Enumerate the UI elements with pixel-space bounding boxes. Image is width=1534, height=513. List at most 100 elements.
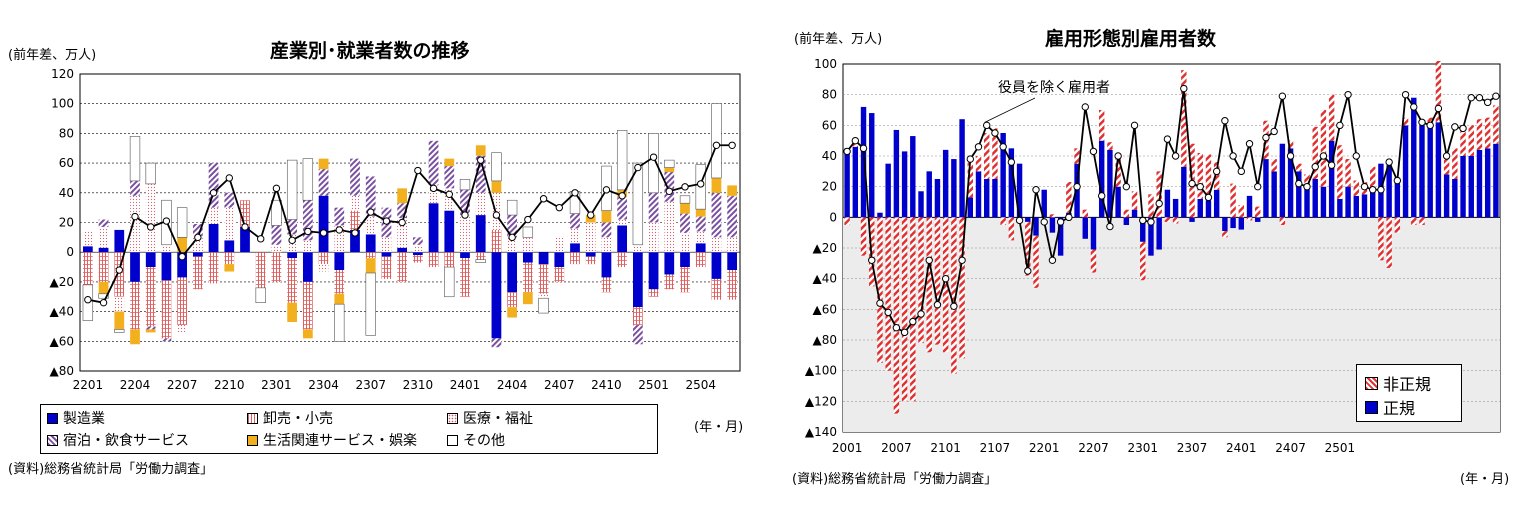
bar-wholesale (397, 252, 408, 282)
x-tick-label: 2204 (120, 378, 151, 392)
bar-medical (318, 264, 329, 272)
bar-manufacturing (161, 252, 172, 281)
bar-lodging (727, 195, 738, 238)
total-point (1344, 90, 1352, 99)
bar-manufacturing (554, 252, 565, 268)
bar-manufacturing (601, 252, 612, 278)
bar-living (302, 329, 313, 339)
total-point (288, 236, 296, 245)
bar-manufacturing (302, 252, 313, 282)
total-point (367, 208, 375, 216)
total-point (1286, 152, 1295, 160)
total-point (1442, 152, 1451, 160)
y-tick-label: ▲20 (50, 275, 75, 289)
bar-lodging (145, 326, 156, 330)
bar-regular (885, 163, 891, 218)
total-point (209, 189, 218, 197)
y-tick-label: ▲40 (813, 272, 838, 286)
annotation-leader (984, 97, 1036, 123)
bar-regular (1394, 177, 1401, 218)
bar-medical (130, 195, 140, 253)
bar-regular (1156, 217, 1162, 250)
bar-nonregular (1164, 217, 1171, 222)
bar-manufacturing (538, 252, 549, 265)
total-point (974, 143, 983, 151)
bar-nonregular (1140, 241, 1146, 281)
total-point (1081, 103, 1089, 111)
total-point (1196, 182, 1204, 191)
bar-manufacturing (491, 252, 502, 339)
legend: 製造業 卸売・小売 医療・福祉 宿泊・飲食サービス 生活関連サービス・娯楽 その… (40, 404, 658, 454)
bar-medical (98, 226, 109, 248)
bar-medical (82, 231, 93, 247)
total-point (508, 233, 516, 242)
bar-regular (984, 179, 990, 218)
bar-other (632, 162, 644, 246)
bar-nonregular (926, 217, 932, 353)
bar-lodging (302, 200, 313, 241)
bar-regular (1016, 163, 1023, 218)
y-tick-label: 60 (59, 156, 74, 170)
y-axis-unit: (前年差、万人) (794, 32, 883, 47)
total-point (1303, 182, 1311, 191)
total-point (1262, 133, 1270, 142)
total-point (194, 233, 202, 242)
total-point (983, 121, 991, 130)
total-point (1065, 213, 1073, 222)
bar-medical (538, 293, 549, 299)
bar-other (648, 133, 659, 194)
bar-nonregular (1148, 194, 1154, 218)
total-line (87, 144, 733, 304)
bar-wholesale (428, 252, 439, 268)
bar-nonregular (1074, 148, 1080, 164)
bar-wholesale (711, 278, 722, 300)
total-point (634, 163, 642, 172)
bar-living (664, 167, 675, 173)
bar-medical (208, 207, 219, 224)
bar-medical (192, 235, 203, 253)
x-tick-label: 2407 (544, 378, 575, 392)
bar-regular (1098, 140, 1105, 218)
bar-regular (951, 159, 957, 218)
bar-lodging (695, 216, 706, 232)
bar-lodging (617, 197, 628, 220)
chart-title: 産業別･就業者数の推移 (270, 40, 470, 62)
bar-living (145, 329, 156, 333)
total-point (1278, 92, 1287, 100)
bar-regular (934, 179, 941, 218)
bar-nonregular (1287, 140, 1294, 149)
bar-other (506, 199, 518, 216)
bar-regular (1255, 217, 1261, 222)
bar-other (459, 179, 471, 191)
bar-nonregular (1369, 166, 1376, 190)
bar-manufacturing (585, 252, 596, 257)
bar-nonregular (1476, 119, 1483, 150)
x-tick-label: 2501 (638, 378, 669, 392)
bar-regular (1304, 186, 1310, 218)
bar-regular (1115, 186, 1121, 218)
bar-living (585, 215, 596, 223)
bar-wholesale (350, 210, 360, 230)
total-point (304, 227, 312, 236)
bar-manufacturing (365, 234, 376, 253)
total-point (1410, 103, 1418, 111)
total-point (225, 174, 233, 182)
x-tick-label: 2307 (1177, 441, 1208, 455)
bar-medical (475, 192, 486, 216)
bar-manufacturing (287, 252, 298, 259)
employment-chart-plot: 100 80 60 40 20 0 ▲20 ▲40 ▲60 ▲80 ▲100 ▲120 ▲140 役員を除… (805, 57, 1501, 455)
bar-medical (507, 237, 518, 253)
total-point (1040, 218, 1048, 226)
bar-medical (224, 207, 235, 241)
y-tick-label: 0 (66, 245, 74, 259)
total-point (1451, 123, 1459, 131)
bar-living (224, 264, 235, 272)
bar-lodging (460, 189, 470, 216)
bar-medical (460, 215, 470, 253)
bar-other (616, 130, 628, 191)
bar-regular (1172, 198, 1179, 218)
bar-regular (1337, 198, 1343, 218)
bar-other (145, 162, 156, 185)
bar-regular (1443, 174, 1450, 218)
bar-manufacturing (114, 229, 125, 253)
